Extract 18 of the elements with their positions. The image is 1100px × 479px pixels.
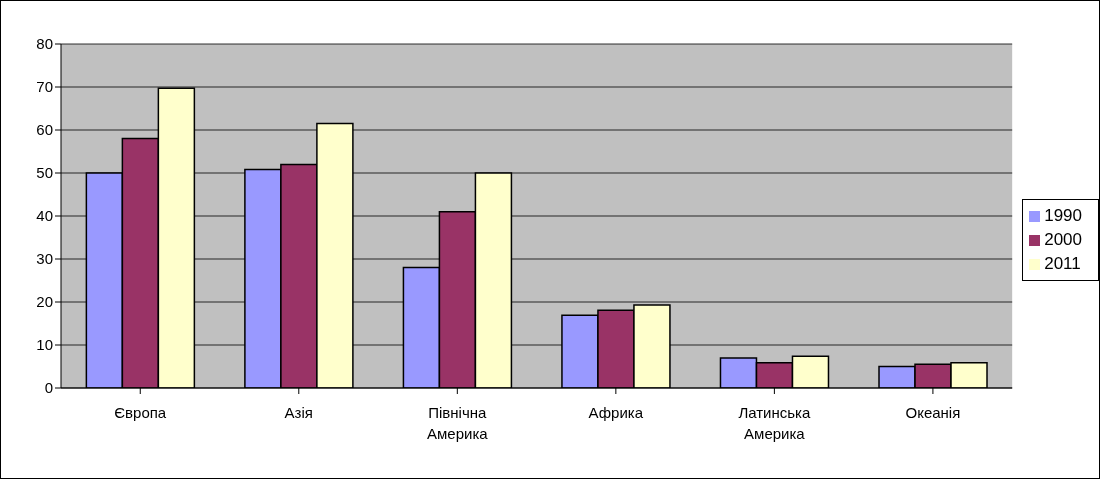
- legend-label: 2000: [1044, 229, 1082, 249]
- legend-label: 1990: [1044, 205, 1082, 225]
- y-tick-label: 10: [36, 336, 53, 354]
- y-tick-label: 70: [36, 78, 53, 96]
- x-tick-label: Латинська Америка: [738, 403, 811, 442]
- y-tick-label: 20: [36, 293, 53, 311]
- legend-label: 2011: [1044, 253, 1081, 273]
- x-tick-label: Африка: [588, 403, 644, 421]
- y-tick-label: 60: [36, 121, 53, 139]
- y-tick-label: 80: [36, 35, 53, 53]
- y-tick-label: 40: [36, 207, 53, 225]
- x-tick-label: Північна Америка: [427, 403, 489, 442]
- x-tick-label: Океанія: [905, 403, 961, 421]
- y-tick-label: 50: [36, 164, 53, 182]
- x-tick-label: Європа: [114, 403, 167, 421]
- y-tick-label: 0: [44, 379, 53, 397]
- x-tick-label: Азія: [284, 403, 313, 421]
- y-tick-label: 30: [36, 250, 53, 268]
